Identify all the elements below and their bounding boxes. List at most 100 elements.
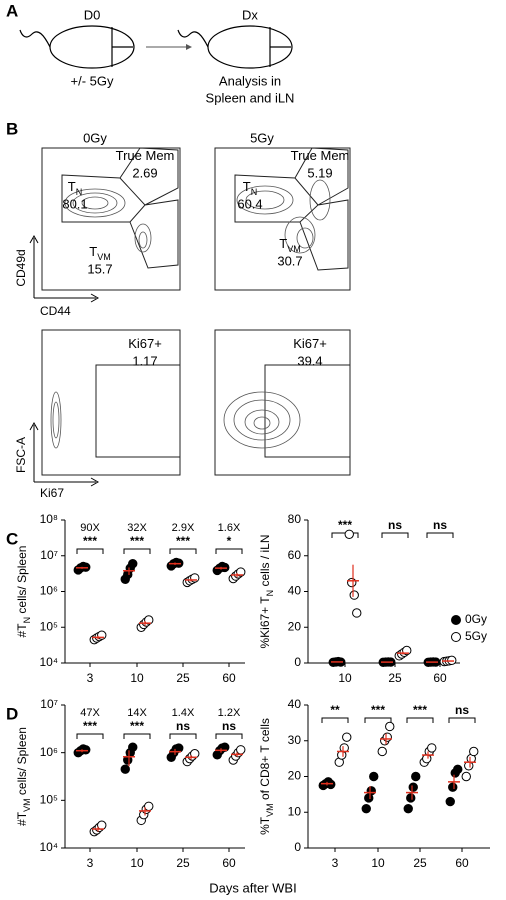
cell-diagram <box>19 25 293 69</box>
gate-value: 30.7 <box>277 253 302 268</box>
bracket <box>215 733 243 739</box>
bracket <box>76 733 104 739</box>
y-tick-label: 10 <box>288 804 302 818</box>
bracket <box>426 532 454 538</box>
bracket <box>215 548 243 554</box>
data-point <box>382 732 392 742</box>
gate-label-part: T <box>279 236 287 251</box>
fold-change: 47X <box>80 707 100 719</box>
y-tick-label: 80 <box>288 512 302 526</box>
data-point <box>453 764 463 775</box>
bracket <box>406 717 434 723</box>
y-tick-label: 40 <box>288 697 302 711</box>
data-point <box>352 608 362 618</box>
panel-labels: A B C D <box>6 1 18 723</box>
significance: ns <box>455 703 469 717</box>
flow-axis-label: FSC-A <box>14 437 28 473</box>
bracket <box>123 548 151 554</box>
data-point <box>236 745 246 755</box>
significance: * <box>227 534 232 548</box>
timepoint: Dx <box>242 7 258 22</box>
gate-label-part: N <box>251 187 258 197</box>
y-axis-title: #TVM cells/ Spleen <box>15 727 32 826</box>
gate-label-part: T <box>243 179 251 194</box>
gate-label-part: T <box>89 244 97 259</box>
data-point <box>120 764 130 774</box>
x-tick-label: 25 <box>176 671 190 685</box>
x-tick-label: 10 <box>371 856 385 870</box>
flow-axis-label: CD49d <box>14 249 28 286</box>
fold-change: 1.6X <box>218 522 241 534</box>
significance: *** <box>130 719 144 733</box>
y-axis-title-part: %Ki67+ T <box>258 596 272 649</box>
gate-label: TVM <box>279 236 300 254</box>
y-axis-title: %Ki67+ TN cells / iLN <box>258 534 275 648</box>
gate-value: 80.1 <box>62 196 87 211</box>
gate-value: 2.69 <box>132 165 157 180</box>
y-axis-title-part: #T <box>15 811 29 826</box>
data-point <box>144 801 154 811</box>
gate-value: 1.17 <box>132 353 157 368</box>
gate-value: 39.4 <box>297 353 322 368</box>
data-point <box>403 803 413 814</box>
gate-label-part: Ki67+ <box>128 336 162 351</box>
x-tick-label: 60 <box>433 671 447 685</box>
data-point <box>408 782 418 792</box>
data-point <box>411 771 421 782</box>
fold-change: 1.4X <box>172 707 195 719</box>
y-tick-label: 20 <box>288 619 302 633</box>
gate-value: 15.7 <box>87 261 112 276</box>
bracket <box>169 548 197 554</box>
bracket <box>381 532 409 538</box>
gate-label: TVM <box>89 244 110 262</box>
y-tick-label: 10⁶ <box>40 745 58 759</box>
panel-label: B <box>6 119 18 138</box>
fold-change: 2.9X <box>172 522 195 534</box>
y-tick-label: 10⁷ <box>40 697 58 711</box>
y-axis-title-part: N <box>22 617 32 624</box>
y-tick-label: 10⁴ <box>39 655 58 669</box>
gate-label-part: True Mem <box>291 148 350 163</box>
gate-label: Ki67+ <box>128 336 162 351</box>
y-tick-label: 60 <box>288 548 302 562</box>
x-tick-label: 10 <box>130 856 144 870</box>
y-axis-title-part: VM <box>22 798 32 812</box>
bracket <box>321 717 349 723</box>
significance: ns <box>433 518 447 532</box>
gate-label: True Mem <box>291 148 350 163</box>
x-tick-label: 60 <box>222 856 236 870</box>
data-point <box>366 786 376 796</box>
significance: ns <box>388 518 402 532</box>
significance: *** <box>371 703 385 717</box>
bracket <box>76 548 104 554</box>
data-point <box>128 558 138 569</box>
x-tick-label: 3 <box>87 856 94 870</box>
y-tick-label: 0 <box>294 840 301 854</box>
y-tick-label: 20 <box>288 769 302 783</box>
x-tick-label: 10 <box>338 671 352 685</box>
legend-marker <box>451 615 461 625</box>
data-point <box>469 746 479 757</box>
significance: *** <box>413 703 427 717</box>
y-tick-label: 10⁶ <box>40 584 58 598</box>
significance: *** <box>176 534 190 548</box>
gate-label-part: True Mem <box>116 148 175 163</box>
x-tick-label: 60 <box>222 671 236 685</box>
gate-label-part: VM <box>287 244 301 254</box>
fold-change: 32X <box>127 522 147 534</box>
legend-marker <box>451 632 461 642</box>
data-point <box>344 529 354 539</box>
y-axis-title: #TN cells/ Spleen <box>15 546 32 638</box>
data-point <box>427 743 437 753</box>
bracket <box>364 717 392 723</box>
gate-value: 5.19 <box>307 165 332 180</box>
y-tick-label: 0 <box>294 655 301 669</box>
panel-label: A <box>6 1 18 20</box>
gate-label: TN <box>243 179 257 197</box>
data-point <box>190 573 200 583</box>
y-tick-label: 10⁵ <box>40 619 58 633</box>
treatment: +/- 5Gy <box>71 73 114 88</box>
fold-change: 1.2X <box>218 707 241 719</box>
data-point <box>448 782 458 792</box>
